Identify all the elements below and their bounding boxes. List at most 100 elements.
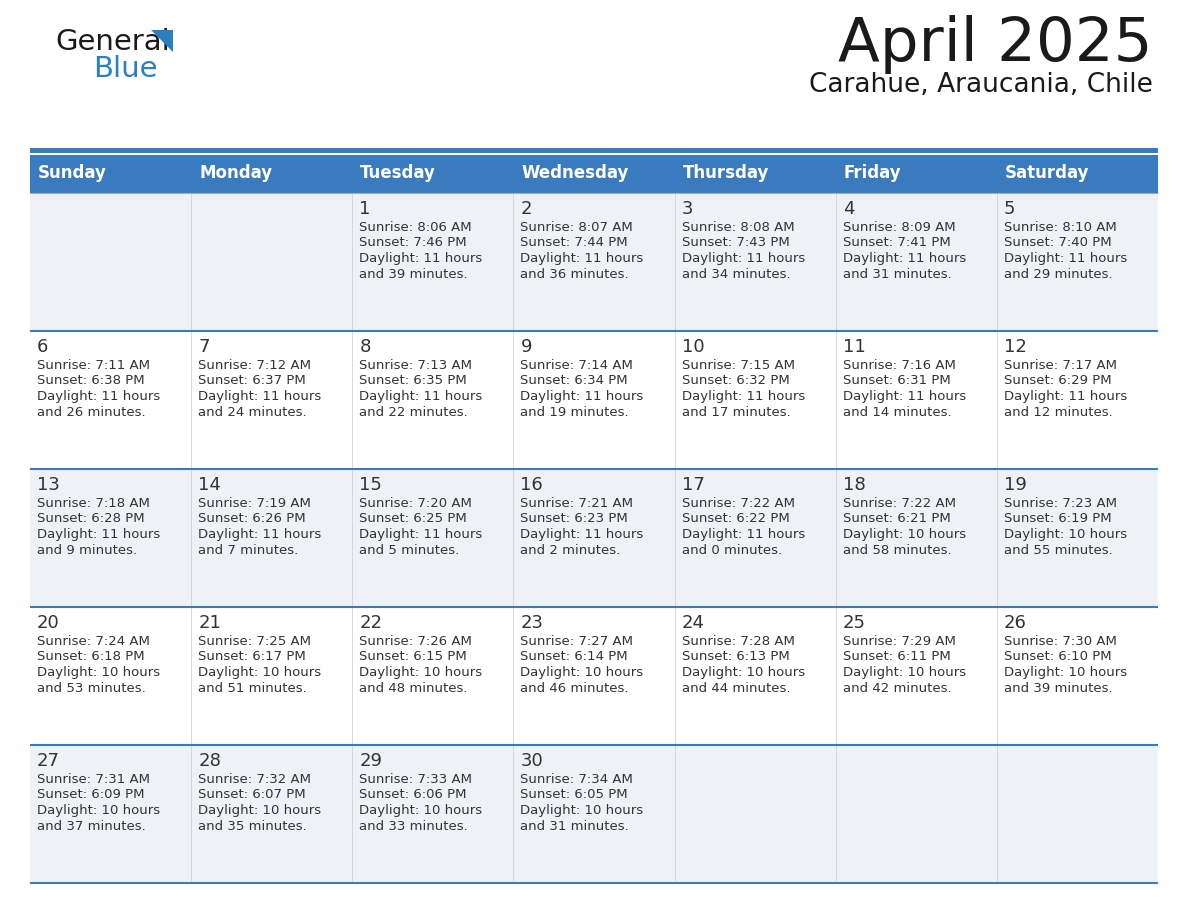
Text: Sunset: 6:07 PM: Sunset: 6:07 PM bbox=[198, 789, 305, 801]
Text: Sunday: Sunday bbox=[38, 164, 107, 182]
Text: and 42 minutes.: and 42 minutes. bbox=[842, 681, 952, 695]
Text: Daylight: 11 hours: Daylight: 11 hours bbox=[1004, 390, 1127, 403]
Text: Daylight: 11 hours: Daylight: 11 hours bbox=[842, 252, 966, 265]
Text: and 7 minutes.: and 7 minutes. bbox=[198, 543, 298, 556]
Text: 15: 15 bbox=[359, 476, 383, 494]
Text: Sunset: 6:37 PM: Sunset: 6:37 PM bbox=[198, 375, 305, 387]
Text: Sunrise: 7:22 AM: Sunrise: 7:22 AM bbox=[682, 497, 795, 510]
Text: Daylight: 11 hours: Daylight: 11 hours bbox=[359, 390, 482, 403]
Text: and 5 minutes.: and 5 minutes. bbox=[359, 543, 460, 556]
Text: and 22 minutes.: and 22 minutes. bbox=[359, 406, 468, 419]
Text: 21: 21 bbox=[198, 614, 221, 632]
Text: and 36 minutes.: and 36 minutes. bbox=[520, 267, 630, 281]
Text: and 37 minutes.: and 37 minutes. bbox=[37, 820, 146, 833]
Text: Monday: Monday bbox=[200, 164, 272, 182]
Text: Sunset: 7:40 PM: Sunset: 7:40 PM bbox=[1004, 237, 1112, 250]
Bar bbox=[30, 193, 1158, 331]
Text: Sunset: 6:18 PM: Sunset: 6:18 PM bbox=[37, 651, 145, 664]
Text: 8: 8 bbox=[359, 338, 371, 356]
Text: 10: 10 bbox=[682, 338, 704, 356]
Text: 13: 13 bbox=[37, 476, 59, 494]
Text: and 34 minutes.: and 34 minutes. bbox=[682, 267, 790, 281]
Text: 25: 25 bbox=[842, 614, 866, 632]
Text: Sunrise: 7:30 AM: Sunrise: 7:30 AM bbox=[1004, 635, 1117, 648]
Text: and 39 minutes.: and 39 minutes. bbox=[1004, 681, 1112, 695]
Text: 3: 3 bbox=[682, 200, 693, 218]
Text: Daylight: 11 hours: Daylight: 11 hours bbox=[682, 390, 804, 403]
Text: Saturday: Saturday bbox=[1005, 164, 1089, 182]
Text: Daylight: 10 hours: Daylight: 10 hours bbox=[682, 666, 804, 679]
Text: Sunset: 6:10 PM: Sunset: 6:10 PM bbox=[1004, 651, 1112, 664]
Text: Daylight: 10 hours: Daylight: 10 hours bbox=[1004, 666, 1127, 679]
Text: 28: 28 bbox=[198, 752, 221, 770]
Text: and 0 minutes.: and 0 minutes. bbox=[682, 543, 782, 556]
Text: Sunset: 6:32 PM: Sunset: 6:32 PM bbox=[682, 375, 789, 387]
Text: Sunrise: 7:22 AM: Sunrise: 7:22 AM bbox=[842, 497, 955, 510]
Text: 24: 24 bbox=[682, 614, 704, 632]
Text: Sunrise: 7:31 AM: Sunrise: 7:31 AM bbox=[37, 773, 150, 786]
Text: 22: 22 bbox=[359, 614, 383, 632]
Text: and 26 minutes.: and 26 minutes. bbox=[37, 406, 146, 419]
Text: Daylight: 10 hours: Daylight: 10 hours bbox=[359, 666, 482, 679]
Text: Daylight: 11 hours: Daylight: 11 hours bbox=[37, 528, 160, 541]
Text: Sunset: 6:22 PM: Sunset: 6:22 PM bbox=[682, 512, 789, 525]
Text: General: General bbox=[55, 28, 170, 56]
Text: Sunrise: 7:34 AM: Sunrise: 7:34 AM bbox=[520, 773, 633, 786]
Text: Sunrise: 7:17 AM: Sunrise: 7:17 AM bbox=[1004, 359, 1117, 372]
Text: Sunset: 6:15 PM: Sunset: 6:15 PM bbox=[359, 651, 467, 664]
Text: Daylight: 10 hours: Daylight: 10 hours bbox=[37, 804, 160, 817]
Text: 5: 5 bbox=[1004, 200, 1016, 218]
Text: Sunrise: 7:15 AM: Sunrise: 7:15 AM bbox=[682, 359, 795, 372]
Text: Wednesday: Wednesday bbox=[522, 164, 628, 182]
Text: Sunrise: 7:24 AM: Sunrise: 7:24 AM bbox=[37, 635, 150, 648]
Text: Sunrise: 7:21 AM: Sunrise: 7:21 AM bbox=[520, 497, 633, 510]
Text: and 14 minutes.: and 14 minutes. bbox=[842, 406, 952, 419]
Bar bbox=[30, 607, 1158, 745]
Text: Sunset: 6:23 PM: Sunset: 6:23 PM bbox=[520, 512, 628, 525]
Text: and 17 minutes.: and 17 minutes. bbox=[682, 406, 790, 419]
Text: Sunset: 6:06 PM: Sunset: 6:06 PM bbox=[359, 789, 467, 801]
Text: Daylight: 10 hours: Daylight: 10 hours bbox=[842, 528, 966, 541]
Text: Daylight: 11 hours: Daylight: 11 hours bbox=[37, 390, 160, 403]
Text: Sunset: 6:28 PM: Sunset: 6:28 PM bbox=[37, 512, 145, 525]
Text: Friday: Friday bbox=[843, 164, 902, 182]
Text: Daylight: 11 hours: Daylight: 11 hours bbox=[520, 390, 644, 403]
Text: 20: 20 bbox=[37, 614, 59, 632]
Text: 6: 6 bbox=[37, 338, 49, 356]
Text: Daylight: 11 hours: Daylight: 11 hours bbox=[359, 528, 482, 541]
Bar bbox=[30, 745, 1158, 883]
Text: Daylight: 11 hours: Daylight: 11 hours bbox=[682, 528, 804, 541]
Polygon shape bbox=[151, 30, 173, 52]
Text: 11: 11 bbox=[842, 338, 866, 356]
Text: Sunrise: 8:10 AM: Sunrise: 8:10 AM bbox=[1004, 221, 1117, 234]
Text: Daylight: 11 hours: Daylight: 11 hours bbox=[198, 390, 322, 403]
Text: Sunset: 7:41 PM: Sunset: 7:41 PM bbox=[842, 237, 950, 250]
Text: 1: 1 bbox=[359, 200, 371, 218]
Text: Sunrise: 8:06 AM: Sunrise: 8:06 AM bbox=[359, 221, 472, 234]
Text: Sunrise: 7:16 AM: Sunrise: 7:16 AM bbox=[842, 359, 955, 372]
Text: Sunset: 6:38 PM: Sunset: 6:38 PM bbox=[37, 375, 145, 387]
Text: Blue: Blue bbox=[93, 55, 158, 83]
Text: Daylight: 11 hours: Daylight: 11 hours bbox=[842, 390, 966, 403]
Text: Sunrise: 7:32 AM: Sunrise: 7:32 AM bbox=[198, 773, 311, 786]
Text: Sunset: 6:13 PM: Sunset: 6:13 PM bbox=[682, 651, 789, 664]
Text: 17: 17 bbox=[682, 476, 704, 494]
Text: Sunrise: 7:14 AM: Sunrise: 7:14 AM bbox=[520, 359, 633, 372]
Text: Daylight: 10 hours: Daylight: 10 hours bbox=[520, 804, 644, 817]
Text: Sunset: 6:35 PM: Sunset: 6:35 PM bbox=[359, 375, 467, 387]
Text: Sunrise: 7:26 AM: Sunrise: 7:26 AM bbox=[359, 635, 472, 648]
Text: Sunset: 7:44 PM: Sunset: 7:44 PM bbox=[520, 237, 628, 250]
Text: and 33 minutes.: and 33 minutes. bbox=[359, 820, 468, 833]
Text: Sunset: 6:19 PM: Sunset: 6:19 PM bbox=[1004, 512, 1112, 525]
Text: Sunset: 6:29 PM: Sunset: 6:29 PM bbox=[1004, 375, 1112, 387]
Text: 7: 7 bbox=[198, 338, 209, 356]
Text: Daylight: 11 hours: Daylight: 11 hours bbox=[520, 528, 644, 541]
Text: Sunset: 6:21 PM: Sunset: 6:21 PM bbox=[842, 512, 950, 525]
Text: 4: 4 bbox=[842, 200, 854, 218]
Text: Sunset: 6:11 PM: Sunset: 6:11 PM bbox=[842, 651, 950, 664]
Text: Thursday: Thursday bbox=[683, 164, 769, 182]
Text: Sunrise: 7:11 AM: Sunrise: 7:11 AM bbox=[37, 359, 150, 372]
Text: Sunrise: 8:08 AM: Sunrise: 8:08 AM bbox=[682, 221, 795, 234]
Text: Sunrise: 7:27 AM: Sunrise: 7:27 AM bbox=[520, 635, 633, 648]
Text: 27: 27 bbox=[37, 752, 61, 770]
